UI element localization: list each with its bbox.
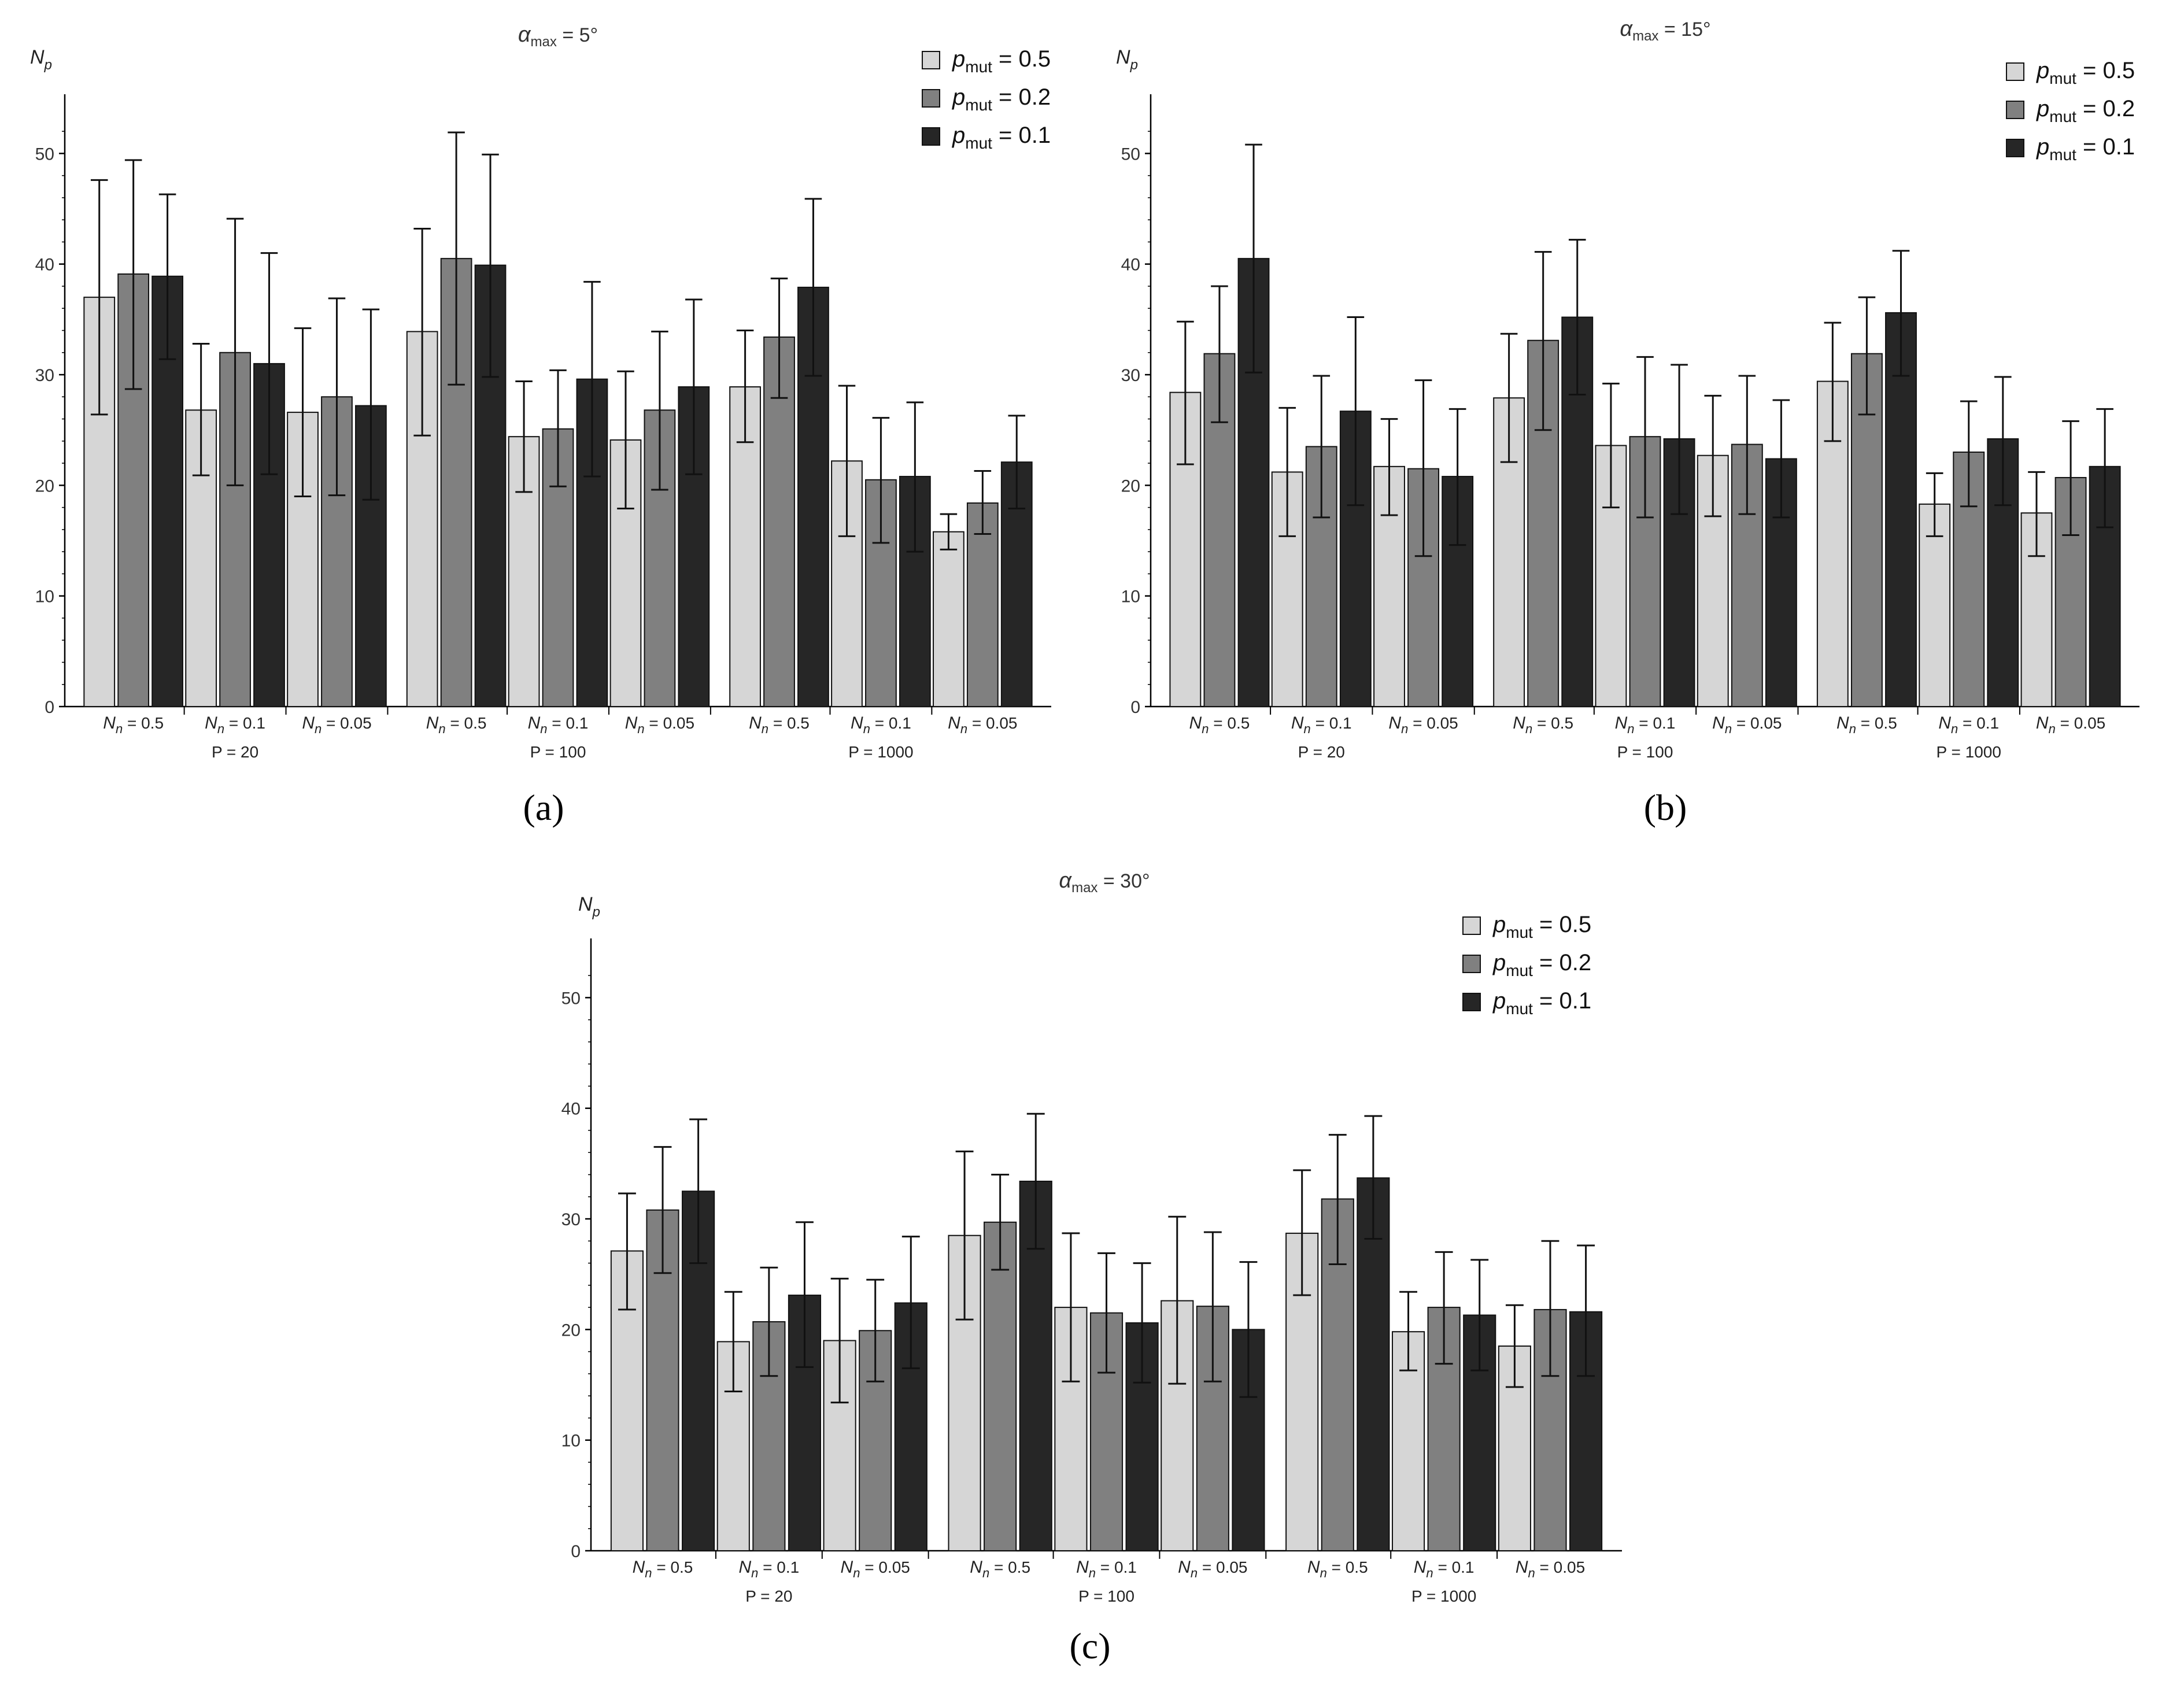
bar <box>2089 465 2121 708</box>
x-category-label: Nn = 0.5 <box>426 714 487 736</box>
legend-swatch <box>1462 916 1481 935</box>
bar <box>185 409 217 707</box>
legend-swatch <box>922 89 940 108</box>
chart-title: αmax = 30° <box>1059 868 1150 896</box>
x-category-label: Nn = 0.1 <box>1414 1558 1475 1580</box>
x-group-label: P = 1000 <box>1411 1587 1476 1605</box>
y-tick-label: 50 <box>561 989 581 1008</box>
y-tick-label: 40 <box>1121 256 1140 275</box>
bar <box>966 502 999 707</box>
legend-swatch <box>1462 955 1481 973</box>
x-category-label: Nn = 0.05 <box>1388 714 1458 736</box>
y-axis-label: Np <box>1116 46 1138 73</box>
bar <box>1885 312 1917 707</box>
chart-title: αmax = 15° <box>1620 17 1710 44</box>
x-group-label: P = 20 <box>212 743 258 761</box>
y-tick-label: 0 <box>1130 698 1140 717</box>
x-category-label: Nn = 0.1 <box>205 714 265 736</box>
x-group-label: P = 100 <box>1078 1587 1135 1605</box>
legend-entry: pmut = 0.5 <box>2036 58 2135 87</box>
y-tick-label: 30 <box>1121 366 1140 385</box>
chart-title: αmax = 5° <box>518 23 598 50</box>
y-tick-label: 50 <box>35 145 54 164</box>
x-category-label: Nn = 0.05 <box>948 714 1017 736</box>
legend-entry: pmut = 0.1 <box>952 123 1051 152</box>
x-group-label: P = 20 <box>1298 743 1345 761</box>
x-category-label: Nn = 0.05 <box>1178 1558 1247 1580</box>
x-category-label: Nn = 0.5 <box>103 714 164 736</box>
caption-b: (b) <box>1643 787 1687 828</box>
x-category-label: Nn = 0.1 <box>851 714 911 736</box>
x-category-label: Nn = 0.1 <box>528 714 589 736</box>
x-category-label: Nn = 0.05 <box>1712 714 1782 736</box>
legend: pmut = 0.5 pmut = 0.2 pmut = 0.1 <box>2006 58 2135 164</box>
x-category-label: Nn = 0.1 <box>1938 714 1999 736</box>
chart-2: αmax = 15° Np 0 10 20 30 40 50 Nn = 0.5 Nn = 0.1 N… <box>1116 17 2139 761</box>
chart-3: αmax = 30° Np 0 10 20 30 40 50 Nn = 0.5 Nn = 0.1 N… <box>561 868 1622 1605</box>
y-tick-label: 40 <box>561 1100 581 1119</box>
y-tick-label: 10 <box>561 1432 581 1451</box>
legend-swatch <box>922 127 940 146</box>
x-category-label: Nn = 0.5 <box>970 1558 1030 1580</box>
legend-entry: pmut = 0.5 <box>1492 912 1591 941</box>
x-category-label: Nn = 0.05 <box>1516 1558 1585 1580</box>
x-category-label: Nn = 0.5 <box>633 1558 693 1580</box>
legend: pmut = 0.5 pmut = 0.2 pmut = 0.1 <box>922 46 1051 152</box>
x-group-label: P = 100 <box>1617 743 1673 761</box>
y-tick-label: 20 <box>561 1321 581 1340</box>
x-category-label: Nn = 0.5 <box>1189 714 1250 736</box>
bar <box>933 531 964 707</box>
legend-entry: pmut = 0.5 <box>952 46 1051 76</box>
y-tick-label: 30 <box>561 1210 581 1229</box>
legend-swatch <box>2006 62 2024 81</box>
legend-swatch <box>1462 993 1481 1011</box>
y-tick-label: 20 <box>1121 476 1140 496</box>
caption-c: (c) <box>1069 1625 1111 1666</box>
legend-swatch <box>922 51 940 69</box>
bar <box>797 286 829 707</box>
y-tick-label: 10 <box>35 587 54 607</box>
x-category-label: Nn = 0.1 <box>1291 714 1352 736</box>
y-tick-label: 10 <box>1121 587 1140 607</box>
y-tick-label: 0 <box>571 1542 581 1561</box>
y-tick-label: 40 <box>35 256 54 275</box>
legend-entry: pmut = 0.2 <box>2036 96 2135 125</box>
y-axis-label: Np <box>30 46 52 73</box>
x-category-label: Nn = 0.5 <box>749 714 810 736</box>
y-axis-label: Np <box>578 893 600 920</box>
x-group-label: P = 20 <box>745 1587 792 1605</box>
x-group-label: P = 100 <box>530 743 586 761</box>
x-category-label: Nn = 0.05 <box>302 714 371 736</box>
x-category-label: Nn = 0.5 <box>1836 714 1897 736</box>
caption-a: (a) <box>523 787 564 828</box>
x-category-label: Nn = 0.1 <box>738 1558 799 1580</box>
x-category-label: Nn = 0.1 <box>1076 1558 1137 1580</box>
y-tick-label: 0 <box>45 698 54 717</box>
bar <box>1919 503 1951 707</box>
x-category-label: Nn = 0.05 <box>625 714 694 736</box>
x-category-label: Nn = 0.05 <box>841 1558 910 1580</box>
bar <box>984 1221 1017 1551</box>
bar <box>1357 1177 1390 1551</box>
legend-swatch <box>2006 101 2024 119</box>
y-tick-label: 20 <box>35 476 54 496</box>
x-group-label: P = 1000 <box>848 743 913 761</box>
x-category-label: Nn = 0.1 <box>1615 714 1676 736</box>
x-group-label: P = 1000 <box>1937 743 2001 761</box>
x-category-label: Nn = 0.05 <box>2036 714 2105 736</box>
x-category-label: Nn = 0.5 <box>1307 1558 1368 1580</box>
legend: pmut = 0.5 pmut = 0.2 pmut = 0.1 <box>1462 912 1591 1018</box>
legend-entry: pmut = 0.1 <box>2036 134 2135 164</box>
y-tick-label: 50 <box>1121 145 1140 164</box>
chart-1: αmax = 5° Np 0 10 20 30 40 50 Nn = 0.5 Nn = 0.1 Nn… <box>30 23 1051 761</box>
y-tick-label: 30 <box>35 366 54 385</box>
bar <box>646 1209 679 1552</box>
bar <box>1196 1306 1229 1552</box>
x-category-label: Nn = 0.5 <box>1513 714 1573 736</box>
legend-entry: pmut = 0.2 <box>952 84 1051 114</box>
legend-entry: pmut = 0.2 <box>1492 950 1591 979</box>
legend-swatch <box>2006 139 2024 157</box>
legend-entry: pmut = 0.1 <box>1492 988 1591 1018</box>
